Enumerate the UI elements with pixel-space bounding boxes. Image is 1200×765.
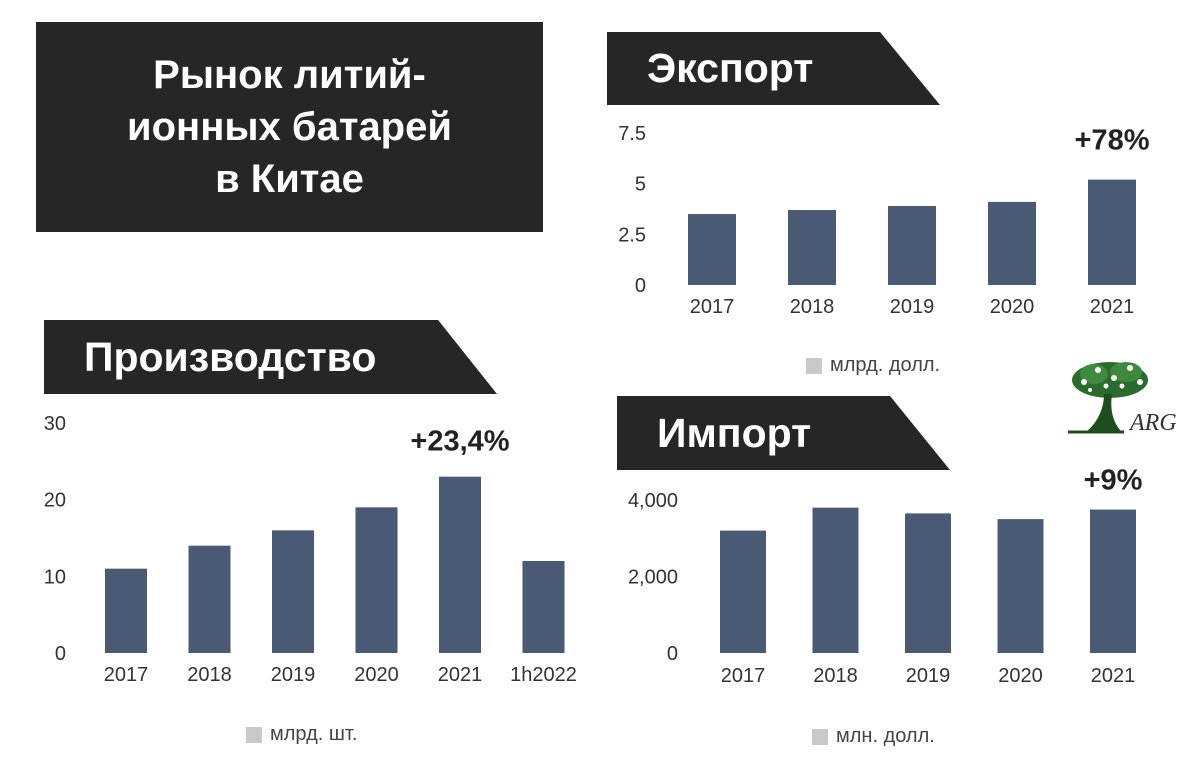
export-bar-2021 xyxy=(1088,179,1136,285)
export-ytick-label: 7.5 xyxy=(618,123,646,145)
production-xtick-label: 2019 xyxy=(271,664,316,686)
production-xtick-label: 2020 xyxy=(354,664,399,686)
export-bar-2020 xyxy=(988,201,1036,285)
import-ytick-label: 2,000 xyxy=(628,567,678,589)
legend-swatch xyxy=(806,357,822,374)
import-title: Импорт xyxy=(657,409,812,456)
export-ytick-label: 0 xyxy=(635,275,646,297)
production-ytick-label: 20 xyxy=(44,490,66,512)
export-xtick-label: 2021 xyxy=(1090,296,1135,318)
export-xtick-label: 2018 xyxy=(790,296,835,318)
export-xtick-label: 2020 xyxy=(990,296,1035,318)
production-title: Производство xyxy=(84,333,377,380)
import-bar-2020 xyxy=(997,519,1044,653)
export-ytick-label: 2.5 xyxy=(618,224,646,246)
production-bar-2019 xyxy=(272,530,314,653)
production-banner: Производство xyxy=(44,320,497,394)
production-legend-label: млрд. шт. xyxy=(270,723,358,745)
production-xtick-label: 2021 xyxy=(438,664,483,686)
production-bar-2018 xyxy=(188,545,231,653)
production-legend: млрд. шт. xyxy=(246,723,357,746)
export-banner: Экспорт xyxy=(607,32,940,105)
import-xtick-label: 2019 xyxy=(906,665,951,687)
import-legend-label: млн. долл. xyxy=(836,725,935,747)
export-title: Экспорт xyxy=(647,45,814,91)
export-xtick-label: 2017 xyxy=(690,296,735,318)
export-bar-2018 xyxy=(788,210,836,285)
export-growth-annotation: +78% xyxy=(1075,125,1150,157)
production-bar-2021 xyxy=(439,476,481,653)
import-xtick-label: 2018 xyxy=(813,665,858,687)
import-xtick-label: 2017 xyxy=(721,665,766,687)
production-bar-1h2022 xyxy=(522,561,565,653)
production-xtick-label: 2018 xyxy=(187,664,232,686)
legend-swatch xyxy=(246,726,262,743)
import-bar-2018 xyxy=(812,507,859,653)
import-bar-2021 xyxy=(1090,509,1136,653)
export-legend-label: млрд. долл. xyxy=(830,354,941,376)
export-xtick-label: 2019 xyxy=(890,296,935,318)
import-xtick-label: 2020 xyxy=(998,665,1043,687)
export-bar-2019 xyxy=(888,205,936,285)
import-bar-2019 xyxy=(905,513,951,653)
import-legend: млн. долл. xyxy=(812,725,935,748)
import-bar-2017 xyxy=(720,530,766,653)
production-bar-2017 xyxy=(105,568,147,653)
export-ytick-label: 5 xyxy=(635,174,646,196)
import-growth-annotation: +9% xyxy=(1084,465,1143,497)
import-ytick-label: 4,000 xyxy=(628,490,678,512)
production-xtick-label: 2017 xyxy=(104,664,149,686)
production-ytick-label: 10 xyxy=(44,566,66,588)
production-bar-2020 xyxy=(355,507,398,653)
import-banner: Импорт xyxy=(617,396,950,470)
export-bar-2017 xyxy=(688,214,736,285)
import-ytick-label: 0 xyxy=(667,643,678,665)
tree-icon xyxy=(1068,362,1148,434)
production-ytick-label: 30 xyxy=(44,413,66,435)
legend-swatch xyxy=(812,728,828,745)
production-ytick-label: 0 xyxy=(55,643,66,665)
arg-logo: ARG xyxy=(1068,362,1176,436)
import-xtick-label: 2021 xyxy=(1091,665,1136,687)
logo-text: ARG xyxy=(1128,410,1176,436)
production-growth-annotation: +23,4% xyxy=(410,426,509,458)
production-xtick-label: 1h2022 xyxy=(510,664,577,686)
export-legend: млрд. долл. xyxy=(806,354,940,377)
page-title: Рынок литий- ионных батарей в Китае xyxy=(36,22,543,232)
